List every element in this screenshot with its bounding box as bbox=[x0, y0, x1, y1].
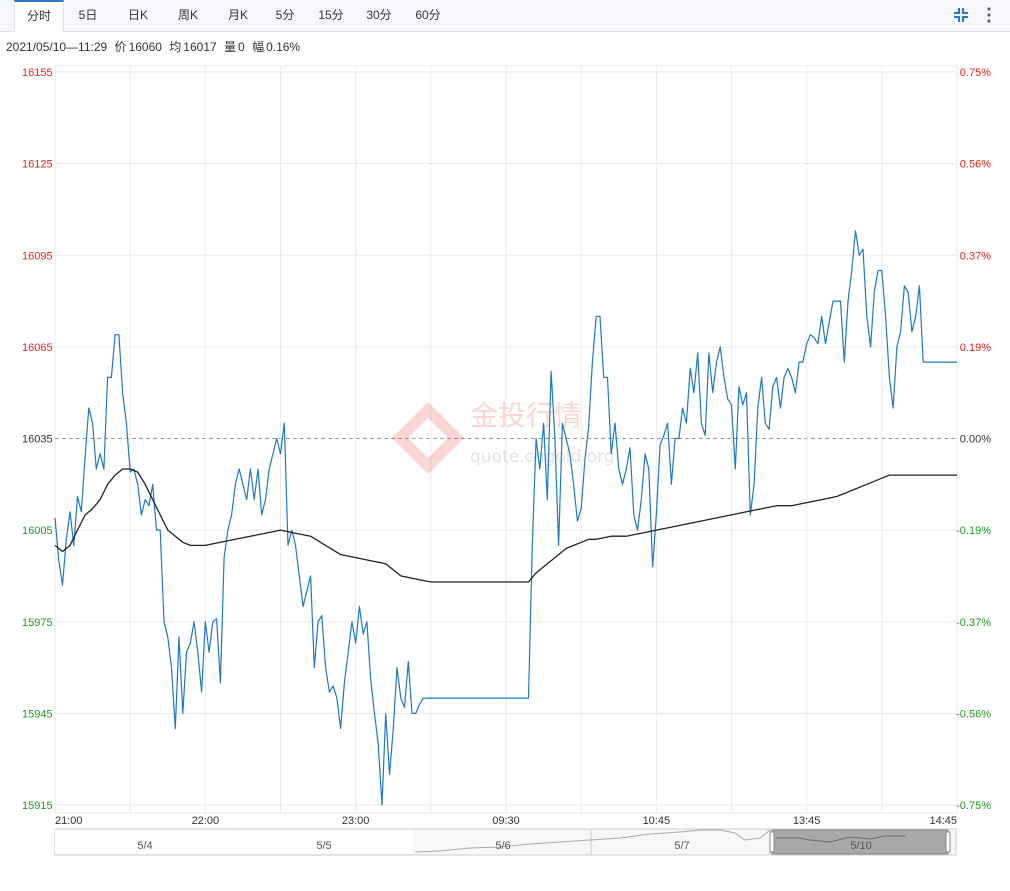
navigator-selection-sparkline bbox=[776, 835, 905, 843]
collapse-icon[interactable] bbox=[950, 4, 972, 26]
tab-0[interactable]: 分时 bbox=[14, 0, 64, 32]
info-avg: 16017 bbox=[183, 40, 217, 54]
navigator[interactable]: 5/4 5/5 5/6 5/7 5/10 bbox=[54, 828, 957, 856]
y-tick-right: 0.56% bbox=[960, 159, 991, 171]
y-tick-right: 0.37% bbox=[960, 250, 991, 262]
y-tick-left: 15975 bbox=[22, 617, 53, 629]
tab-4[interactable]: 月K bbox=[227, 8, 248, 22]
tab-3[interactable]: 周K bbox=[177, 8, 198, 22]
tab-2[interactable]: 日K bbox=[127, 8, 148, 22]
y-tick-right: 0.75% bbox=[960, 67, 991, 79]
info-avg-label: 均 bbox=[169, 40, 182, 54]
y-tick-left: 16065 bbox=[22, 342, 53, 354]
y-tick-left: 16035 bbox=[22, 434, 53, 446]
info-chg: 0.16% bbox=[266, 40, 301, 54]
grid-lines bbox=[54, 65, 958, 814]
navigator-day-label: 5/4 bbox=[137, 840, 152, 852]
navigator-day-label: 5/6 bbox=[495, 840, 510, 852]
y-tick-right: 0.19% bbox=[960, 342, 991, 354]
y-tick-right: -0.19% bbox=[956, 525, 991, 537]
navigator-plain-area bbox=[55, 830, 413, 854]
average-series-line bbox=[54, 468, 957, 583]
y-tick-right: -0.56% bbox=[956, 708, 991, 720]
x-tick-label: 09:30 bbox=[492, 815, 520, 827]
x-tick-label: 10:45 bbox=[643, 815, 671, 827]
navigator-sparkline bbox=[414, 829, 771, 853]
y-tick-left: 15915 bbox=[22, 800, 53, 812]
info-vol: 0 bbox=[238, 40, 245, 54]
navigator-day-label: 5/5 bbox=[316, 840, 331, 852]
info-chg-label: 幅 bbox=[252, 40, 265, 54]
navigator-handle-right[interactable] bbox=[945, 831, 951, 853]
info-vol-label: 量 bbox=[224, 40, 237, 54]
series-layer bbox=[54, 230, 957, 806]
y-tick-right: -0.75% bbox=[956, 800, 991, 812]
tab-5[interactable]: 5分 bbox=[275, 8, 295, 22]
tab-8[interactable]: 60分 bbox=[415, 8, 441, 22]
x-tick-label: 22:00 bbox=[192, 815, 220, 827]
y-tick-left: 16005 bbox=[22, 525, 53, 537]
navigator-handle-left[interactable] bbox=[769, 831, 775, 853]
info-price: 16060 bbox=[128, 40, 162, 54]
axis-labels: 16155 0.75% 16125 0.56% 16095 0.37% 16065 0.19%… bbox=[22, 67, 991, 827]
period-tab-bar: 分时 5日 日K 周K 月K 5分 15分 30分 60分 bbox=[0, 0, 1010, 32]
watermark-text-2: quote.cngold.org bbox=[470, 447, 615, 467]
y-tick-right: 0.00% bbox=[960, 434, 991, 446]
navigator-day-label: 5/7 bbox=[674, 840, 689, 852]
watermark-logo: 金投行情 quote.cngold.org bbox=[392, 399, 615, 474]
y-tick-left: 16095 bbox=[22, 250, 53, 262]
y-tick-left: 16155 bbox=[22, 67, 53, 79]
tab-7[interactable]: 30分 bbox=[366, 8, 392, 22]
x-tick-label: 14:45 bbox=[929, 815, 957, 827]
y-tick-left: 15945 bbox=[22, 708, 53, 720]
tab-1[interactable]: 5日 bbox=[78, 8, 98, 22]
x-tick-label: 21:00 bbox=[55, 815, 83, 827]
y-tick-right: -0.37% bbox=[956, 617, 991, 629]
toolbar-icons bbox=[950, 4, 1002, 26]
more-vertical-icon[interactable] bbox=[978, 4, 1000, 26]
navigator-day-label: 5/10 bbox=[850, 840, 871, 852]
price-series-line bbox=[54, 230, 957, 806]
watermark-text-1: 金投行情 bbox=[470, 399, 582, 432]
tab-6[interactable]: 15分 bbox=[318, 8, 344, 22]
x-tick-label: 13:45 bbox=[793, 815, 821, 827]
x-tick-label: 23:00 bbox=[342, 815, 370, 827]
info-price-label: 价 bbox=[114, 40, 127, 54]
navigator-selection[interactable] bbox=[771, 829, 949, 855]
info-time: 2021/05/10—11:29 bbox=[6, 40, 108, 54]
y-tick-left: 16125 bbox=[22, 159, 53, 171]
